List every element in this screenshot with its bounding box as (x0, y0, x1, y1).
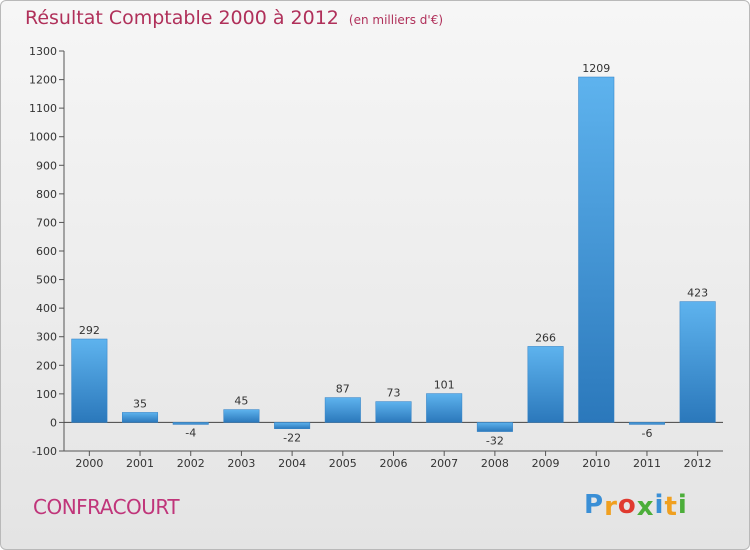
y-tick-label: 100 (36, 388, 57, 401)
value-label-2001: 35 (133, 397, 147, 410)
logo-letter: i (654, 490, 665, 520)
value-label-2012: 423 (687, 287, 708, 300)
bar-2006 (375, 401, 412, 423)
x-tick-label: 2008 (481, 457, 509, 470)
bar-2005 (324, 397, 361, 423)
y-tick-label: 400 (36, 302, 57, 315)
bar-2001 (122, 412, 159, 423)
y-tick-label: 1000 (29, 131, 57, 144)
value-label-2007: 101 (434, 379, 455, 392)
commune-name: CONFRACOURT (33, 495, 180, 519)
x-tick-label: 2001 (126, 457, 154, 470)
value-label-2002: -4 (185, 427, 196, 440)
x-tick-label: 2010 (582, 457, 610, 470)
value-label-2005: 87 (336, 383, 350, 396)
x-tick-label: 2009 (532, 457, 560, 470)
chart-title: Résultat Comptable 2000 à 2012 (en millie… (25, 7, 443, 29)
logo-letter: x (636, 492, 655, 522)
value-label-2004: -22 (283, 432, 301, 445)
y-tick-label: 900 (36, 159, 57, 172)
y-tick-label: 300 (36, 331, 57, 344)
value-label-2006: 73 (387, 387, 401, 400)
y-tick-label: 1200 (29, 74, 57, 87)
bar-2012 (679, 301, 716, 423)
title-main: Résultat Comptable 2000 à 2012 (25, 7, 339, 29)
y-tick-label: 1300 (29, 45, 57, 58)
value-label-2000: 292 (79, 324, 100, 337)
bar-2009 (527, 346, 564, 423)
value-label-2009: 266 (535, 331, 556, 344)
bar-2008 (476, 422, 513, 432)
bar-2007 (426, 393, 463, 423)
y-tick-label: 700 (36, 216, 57, 229)
bar-2010 (578, 76, 615, 423)
logo-letter: o (617, 490, 637, 520)
x-tick-label: 2003 (227, 457, 255, 470)
logo-letter: r (604, 492, 618, 522)
logo-letter: P (584, 490, 605, 520)
y-tick-label: 0 (50, 416, 57, 429)
title-unit: (en milliers d'€) (348, 13, 444, 27)
x-tick-label: 2006 (380, 457, 408, 470)
x-tick-label: 2012 (684, 457, 712, 470)
logo-letter: t (664, 492, 678, 522)
y-tick-label: 1100 (29, 102, 57, 115)
y-tick-label: 200 (36, 359, 57, 372)
bar-2011 (628, 422, 665, 425)
x-tick-label: 2005 (329, 457, 357, 470)
value-label-2008: -32 (486, 435, 504, 448)
bar-2004 (274, 422, 311, 429)
x-tick-label: 2004 (278, 457, 306, 470)
bar-2000 (71, 338, 108, 423)
y-tick-label: 800 (36, 188, 57, 201)
x-tick-label: 2007 (430, 457, 458, 470)
value-label-2003: 45 (234, 395, 248, 408)
value-label-2010: 1209 (582, 62, 610, 75)
value-label-2011: -6 (641, 427, 652, 440)
x-tick-label: 2002 (177, 457, 205, 470)
logo-letter: i (677, 490, 688, 520)
bar-2002 (172, 422, 209, 425)
y-tick-label: -100 (32, 445, 57, 458)
y-tick-label: 600 (36, 245, 57, 258)
x-tick-label: 2000 (75, 457, 103, 470)
proxiti-logo: Proxiti (584, 490, 688, 522)
y-tick-label: 500 (36, 274, 57, 287)
bar-2003 (223, 409, 260, 423)
x-tick-label: 2011 (633, 457, 661, 470)
